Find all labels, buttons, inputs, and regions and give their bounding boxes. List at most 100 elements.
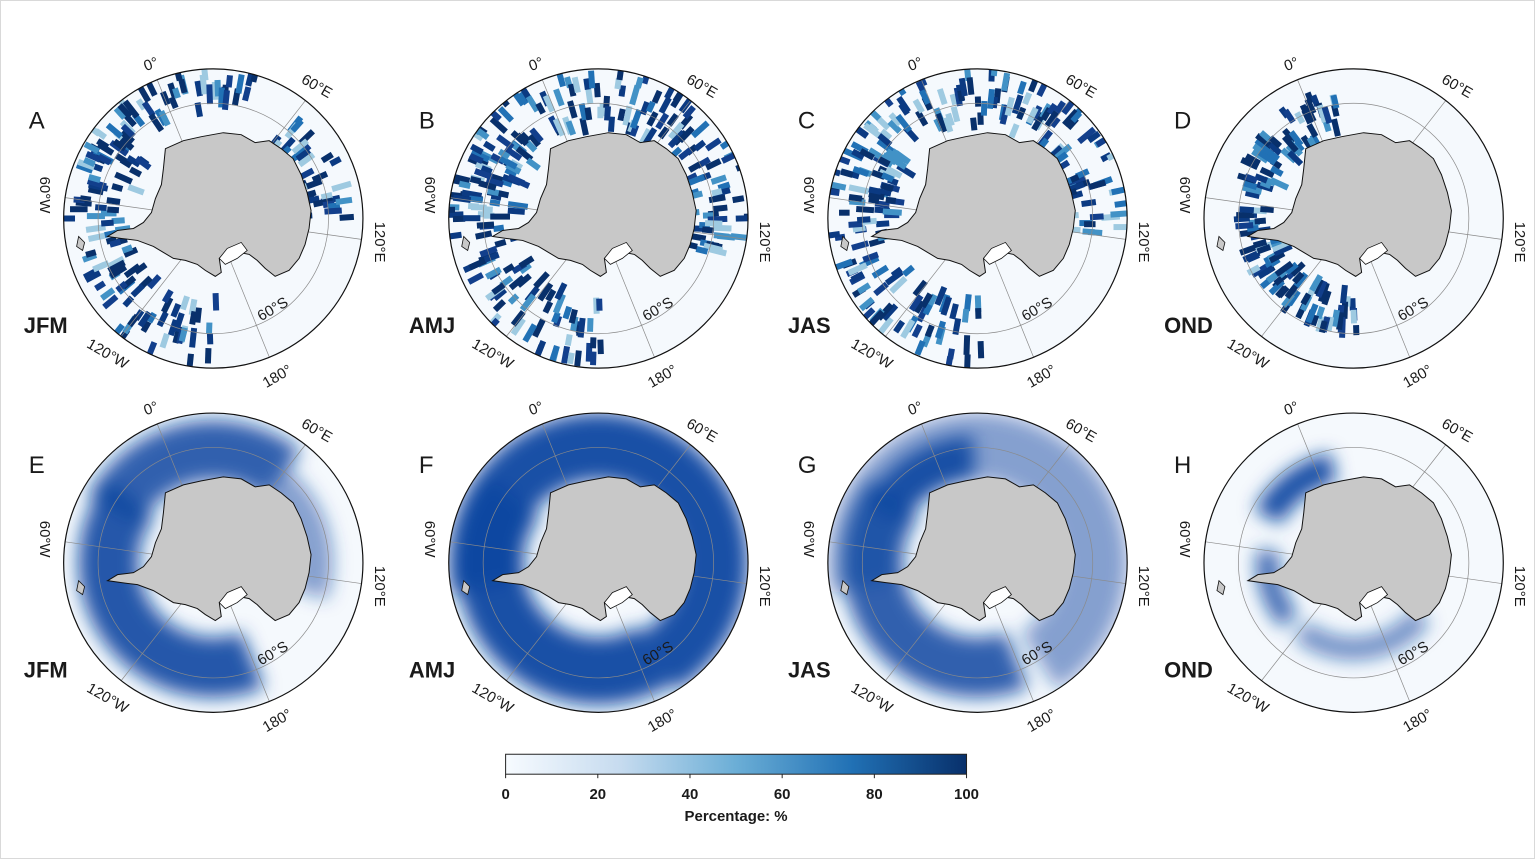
longitude-label: 60°W bbox=[1176, 177, 1193, 215]
track-cell bbox=[1250, 262, 1271, 278]
track-cell bbox=[645, 100, 656, 113]
track-cell bbox=[133, 262, 148, 275]
track-cell bbox=[1269, 177, 1290, 191]
track-cell bbox=[503, 146, 523, 162]
track-cell bbox=[524, 139, 538, 153]
track-cell bbox=[646, 111, 659, 127]
longitude-label: 60°W bbox=[421, 521, 438, 559]
track-cell bbox=[629, 124, 640, 137]
track-cell bbox=[1349, 298, 1356, 311]
track-cell bbox=[678, 147, 693, 161]
track-cell bbox=[452, 194, 472, 204]
season-label: JFM bbox=[24, 657, 68, 682]
track-cell bbox=[1070, 110, 1083, 123]
track-cell bbox=[881, 303, 899, 322]
track-cell bbox=[703, 242, 724, 254]
track-cell bbox=[840, 168, 854, 178]
track-cell bbox=[1310, 314, 1320, 327]
track-cell bbox=[1062, 108, 1080, 127]
track-cell bbox=[1284, 283, 1300, 300]
track-cell bbox=[695, 246, 709, 255]
track-cell bbox=[127, 184, 145, 196]
track-cell bbox=[1304, 91, 1315, 104]
track-cell bbox=[1255, 132, 1274, 149]
ship-track-cells bbox=[1233, 91, 1360, 338]
track-cell bbox=[83, 156, 96, 167]
track-cell bbox=[1331, 118, 1341, 137]
track-cell bbox=[658, 96, 672, 115]
track-cell bbox=[961, 308, 970, 323]
track-cell bbox=[668, 121, 685, 140]
map-boundary bbox=[63, 68, 364, 369]
track-cell bbox=[688, 161, 703, 173]
track-cell bbox=[596, 298, 603, 311]
track-cell bbox=[669, 130, 686, 147]
track-cell bbox=[566, 352, 575, 365]
longitude-label: 180° bbox=[1400, 362, 1435, 392]
season-label: JAS bbox=[788, 657, 831, 682]
track-cell bbox=[1309, 274, 1323, 292]
track-cell bbox=[508, 274, 526, 291]
track-cell bbox=[545, 288, 557, 302]
longitude-label: 0° bbox=[527, 54, 546, 75]
track-cell bbox=[458, 180, 471, 189]
track-cell bbox=[188, 298, 198, 316]
track-cell bbox=[221, 90, 230, 111]
track-cell bbox=[122, 295, 135, 308]
longitude-label: 0° bbox=[141, 398, 160, 419]
map-boundary bbox=[63, 412, 364, 713]
track-cell bbox=[542, 94, 556, 113]
longitude-label: 60°E bbox=[1063, 71, 1100, 102]
track-cell bbox=[487, 187, 502, 197]
track-cell bbox=[848, 193, 863, 202]
track-cell bbox=[1261, 145, 1280, 162]
track-cell bbox=[964, 293, 972, 312]
track-cell bbox=[720, 152, 736, 164]
track-cell bbox=[1001, 72, 1011, 92]
frequency-field bbox=[1254, 452, 1431, 660]
track-cell bbox=[335, 196, 353, 206]
field-band bbox=[87, 420, 301, 525]
longitude-label: 60°E bbox=[1439, 71, 1476, 102]
longitude-label: 120°E bbox=[1135, 566, 1152, 607]
track-cell bbox=[958, 77, 968, 97]
track-cell bbox=[1287, 150, 1304, 167]
track-cell bbox=[92, 261, 106, 273]
track-cell bbox=[85, 249, 97, 258]
longitude-label: 120°W bbox=[469, 336, 517, 374]
track-cell bbox=[705, 158, 722, 171]
track-cell bbox=[467, 202, 479, 210]
track-cell bbox=[145, 80, 158, 97]
track-cell bbox=[129, 166, 143, 178]
track-cell bbox=[1074, 168, 1090, 180]
track-cell bbox=[902, 264, 915, 277]
track-cell bbox=[84, 270, 102, 283]
track-cell bbox=[1274, 260, 1294, 277]
track-cell bbox=[568, 308, 578, 324]
track-cell bbox=[588, 70, 596, 89]
track-cell bbox=[199, 74, 208, 95]
track-cell bbox=[922, 303, 933, 316]
track-cell bbox=[912, 279, 928, 297]
track-cell bbox=[565, 120, 577, 136]
track-cell bbox=[94, 280, 106, 292]
track-cell bbox=[473, 168, 494, 181]
track-cell bbox=[107, 206, 120, 214]
track-cell bbox=[975, 307, 982, 319]
track-cell bbox=[1259, 166, 1275, 179]
track-cell bbox=[105, 122, 124, 139]
track-cell bbox=[1315, 279, 1328, 298]
track-cell bbox=[528, 133, 542, 148]
track-cell bbox=[331, 180, 352, 192]
track-cell bbox=[911, 323, 923, 339]
track-cell bbox=[479, 245, 498, 258]
track-cell bbox=[710, 174, 727, 185]
field-band bbox=[1293, 608, 1431, 660]
track-cell bbox=[1257, 149, 1277, 166]
track-cell bbox=[666, 113, 679, 127]
track-cell bbox=[172, 87, 181, 99]
track-cell bbox=[497, 148, 511, 160]
track-cell bbox=[940, 296, 953, 316]
